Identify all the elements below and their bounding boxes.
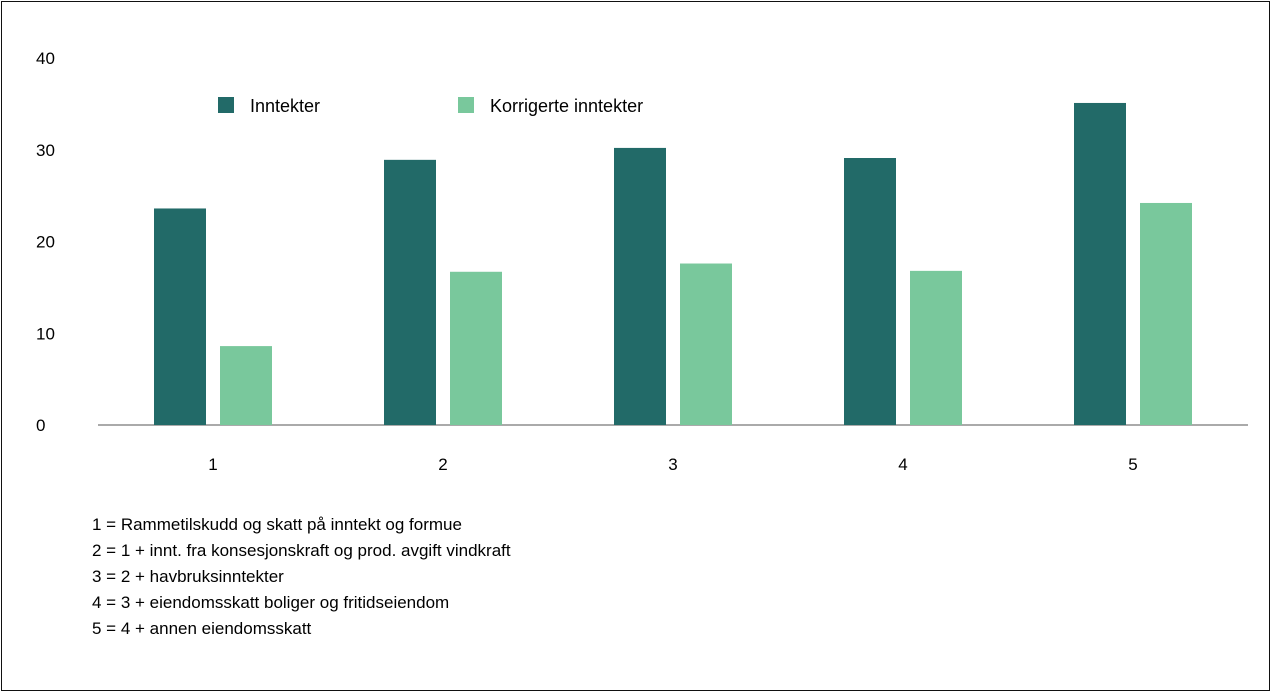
note-2: 2 = 1 + innt. fra konsesjonskraft og pro… (92, 541, 511, 560)
x-tick-label-5: 5 (1128, 455, 1137, 474)
y-tick-label-0: 0 (36, 416, 45, 435)
bar-inntekter-1 (154, 208, 206, 425)
bar-inntekter-5 (1074, 102, 1126, 426)
note-1: 1 = Rammetilskudd og skatt på inntekt og… (92, 515, 462, 534)
x-tick-label-4: 4 (898, 455, 907, 474)
legend-label-inntekter: Inntekter (250, 96, 320, 116)
bar-korrigerte-4 (910, 270, 962, 425)
y-tick-label-40: 40 (36, 49, 55, 68)
legend-swatch-inntekter (218, 97, 234, 113)
bar-korrigerte-1 (220, 346, 272, 425)
x-tick-label-2: 2 (438, 455, 447, 474)
bar-inntekter-2 (384, 159, 436, 425)
legend-swatch-korrigerte (458, 97, 474, 113)
legend-label-korrigerte: Korrigerte inntekter (490, 96, 643, 116)
note-5: 5 = 4 + annen eiendomsskatt (92, 619, 312, 638)
bar-chart: 0 10 20 30 40 1 2 3 4 5 Inntekter Korrigerte inntek… (36, 49, 1248, 474)
y-tick-label-30: 30 (36, 141, 55, 160)
x-tick-label-3: 3 (668, 455, 677, 474)
bar-korrigerte-3 (680, 263, 732, 425)
bar-inntekter-4 (844, 158, 896, 425)
y-tick-label-10: 10 (36, 324, 55, 343)
bar-korrigerte-2 (450, 271, 502, 425)
y-tick-label-20: 20 (36, 233, 55, 252)
bar-inntekter-3 (614, 147, 666, 426)
x-tick-label-1: 1 (208, 455, 217, 474)
note-4: 4 = 3 + eiendomsskatt boliger og fritids… (92, 593, 450, 612)
category-notes: 1 = Rammetilskudd og skatt på inntekt og… (92, 512, 511, 642)
note-3: 3 = 2 + havbruksinntekter (92, 567, 284, 586)
bar-korrigerte-5 (1140, 202, 1192, 425)
